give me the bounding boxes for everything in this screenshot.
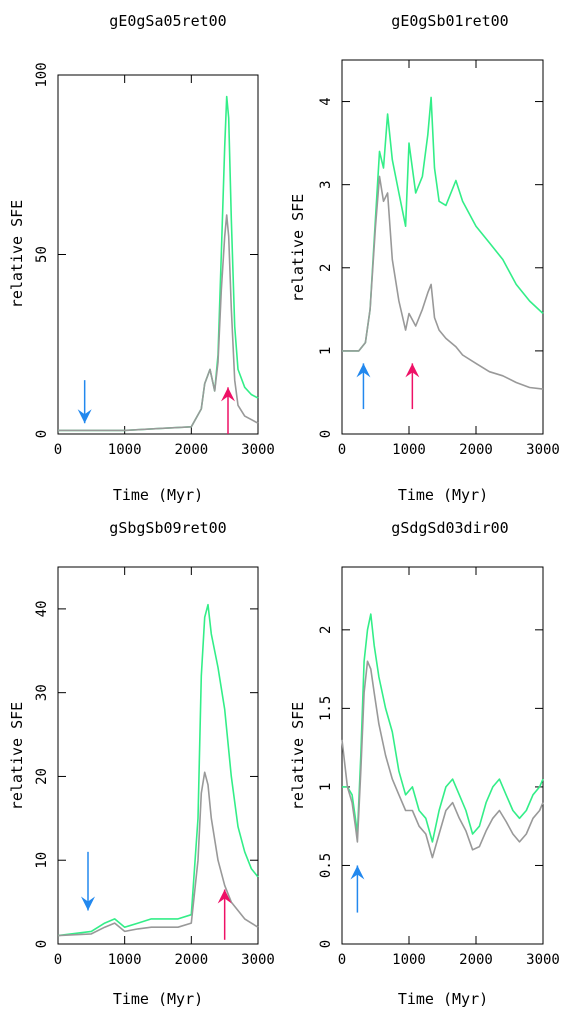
panel-2-ytick-label: 2 xyxy=(318,264,334,272)
panel-4-xtick-label: 0 xyxy=(338,952,346,968)
panel-2-plot: 0 1000 2000 3000 0 1 2 3 4 xyxy=(318,59,560,458)
panel-1-series-gray-line xyxy=(58,214,259,432)
panel-2-series-green-line xyxy=(342,96,544,352)
panel-1: gE0gSa05ret00 0 1000 2000 3000 0 50 100 Time (… xyxy=(8,12,275,504)
panel-2-ylabel: relative SFE xyxy=(289,194,307,302)
panel-2-ytick-label: 0 xyxy=(318,430,334,438)
panel-1-ytick-label: 0 xyxy=(34,430,50,438)
panel-4-arrow-blue xyxy=(350,865,365,913)
panel-2-xtick-label: 1000 xyxy=(392,442,426,458)
panel-4-ytick-label: 0 xyxy=(318,940,334,948)
panel-1-series-green-line xyxy=(58,95,259,432)
panel-4-title: gSdgSd03dir00 xyxy=(391,519,508,537)
panel-2-arrow-blue xyxy=(356,363,371,410)
panel-3-title: gSbgSb09ret00 xyxy=(109,519,226,537)
panel-3-arrow-magenta xyxy=(217,889,232,940)
panel-4-xtick-label: 2000 xyxy=(459,952,493,968)
panel-1-plot: 0 1000 2000 3000 0 50 100 xyxy=(34,62,275,458)
panel-1-ylabel: relative SFE xyxy=(8,200,26,308)
panel-2: gE0gSb01ret00 0 1000 2000 3000 0 1 2 3 4 Time (M… xyxy=(289,12,560,504)
panel-1-title: gE0gSa05ret00 xyxy=(109,12,226,30)
panel-2-xlabel: Time (Myr) xyxy=(398,486,488,504)
panel-1-xtick-label: 1000 xyxy=(108,442,142,458)
panel-2-ytick-label: 4 xyxy=(318,97,334,105)
panel-4-ylabel: relative SFE xyxy=(289,702,307,810)
panel-3-xtick-label: 3000 xyxy=(241,952,275,968)
panel-3: gSbgSb09ret00 0 1000 2000 3000 0 10 20 30 40 Tim… xyxy=(8,519,275,1008)
panel-2-xtick-label: 2000 xyxy=(459,442,493,458)
panel-1-ytick-label: 100 xyxy=(34,62,50,87)
panel-1-ytick-label: 50 xyxy=(34,246,50,263)
panel-3-arrow-blue xyxy=(81,851,95,911)
panel-4-xtick-label: 1000 xyxy=(392,952,426,968)
panel-2-arrow-magenta xyxy=(405,363,420,410)
panel-3-frame xyxy=(57,566,259,945)
panel-3-xtick-label: 1000 xyxy=(108,952,142,968)
panel-3-ytick-label: 30 xyxy=(34,684,50,701)
panel-1-xtick-label: 2000 xyxy=(174,442,208,458)
panel-1-arrow-magenta xyxy=(221,387,235,434)
panel-2-xtick-label: 3000 xyxy=(526,442,560,458)
panel-4-frame xyxy=(341,566,544,945)
panel-3-xtick-label: 0 xyxy=(54,952,62,968)
panel-4-ytick-label: 1.5 xyxy=(318,696,334,721)
panel-4-series-gray-line xyxy=(341,660,544,859)
panel-4-xlabel: Time (Myr) xyxy=(398,990,488,1008)
panel-2-xtick-label: 0 xyxy=(338,442,346,458)
panel-2-ytick-label: 3 xyxy=(318,180,334,188)
panel-4-series-green-line xyxy=(342,613,544,843)
panel-2-series-gray-line xyxy=(342,175,544,390)
panel-4: gSdgSd03dir00 0 1000 2000 3000 0 0.5 1 1.5 2 Tim… xyxy=(289,519,560,1008)
panel-4-xtick-label: 3000 xyxy=(526,952,560,968)
panel-4-ytick-label: 2 xyxy=(318,626,334,634)
panel-1-frame xyxy=(57,74,259,435)
panel-3-ytick-label: 20 xyxy=(34,768,50,785)
panel-3-ytick-label: 0 xyxy=(34,940,50,948)
panel-3-series-green-line xyxy=(57,603,259,937)
panel-3-xtick-label: 2000 xyxy=(174,952,208,968)
panel-1-xlabel: Time (Myr) xyxy=(113,486,203,504)
panel-4-plot: 0 1000 2000 3000 0 0.5 1 1.5 2 xyxy=(318,566,560,968)
panel-3-ytick-label: 10 xyxy=(34,852,50,869)
panel-2-ytick-label: 1 xyxy=(318,347,334,355)
panel-4-ytick-label: 1 xyxy=(318,783,334,791)
panel-3-ylabel: relative SFE xyxy=(8,702,26,810)
panel-1-xtick-label: 3000 xyxy=(241,442,275,458)
panel-1-xtick-label: 0 xyxy=(54,442,62,458)
panel-4-ytick-label: 0.5 xyxy=(318,853,334,878)
panel-3-ytick-label: 40 xyxy=(34,600,50,617)
panel-2-title: gE0gSb01ret00 xyxy=(391,12,508,30)
panel-3-xlabel: Time (Myr) xyxy=(113,990,203,1008)
panel-1-arrow-blue xyxy=(77,380,92,424)
panel-3-plot: 0 1000 2000 3000 0 10 20 30 40 xyxy=(34,566,275,968)
panel-2-frame xyxy=(341,59,544,435)
panel-3-series-gray-line xyxy=(57,771,259,937)
